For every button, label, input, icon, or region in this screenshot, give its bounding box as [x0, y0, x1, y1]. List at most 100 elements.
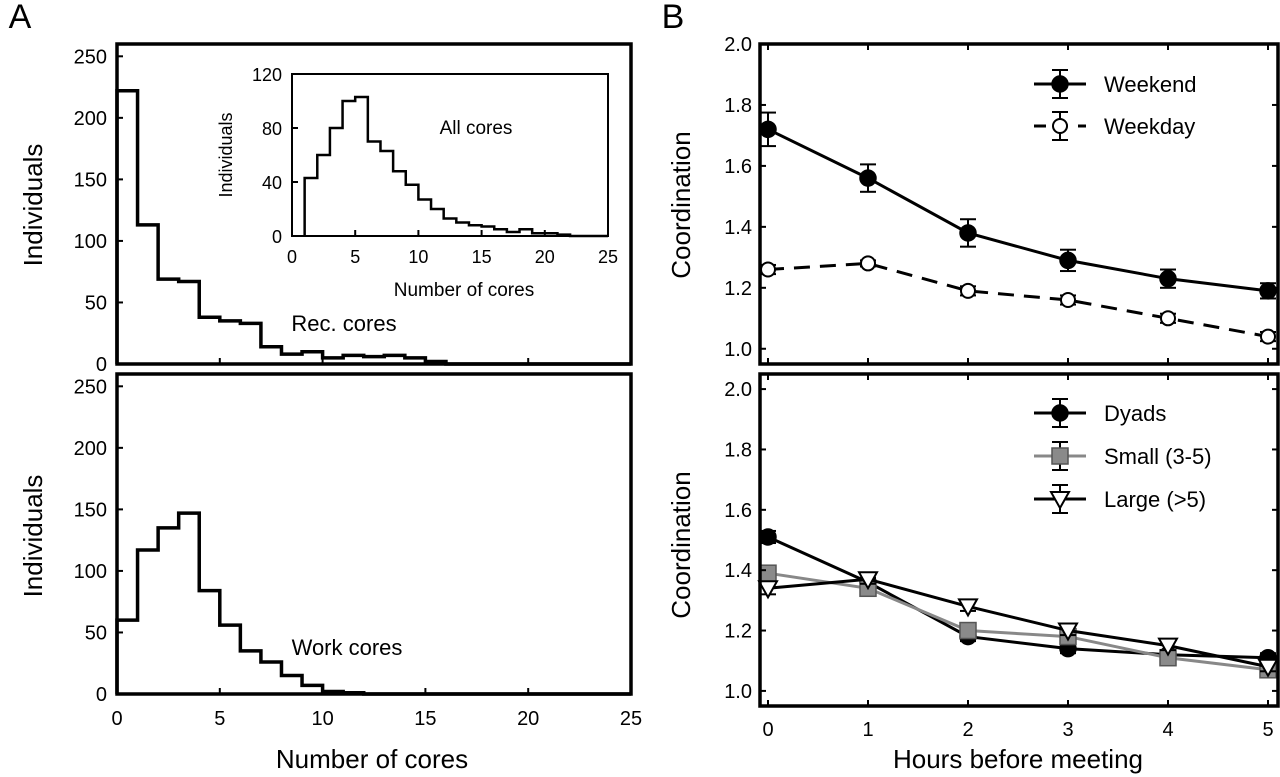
x-tick-label: 1: [862, 719, 873, 741]
y-tick-label: 250: [74, 376, 107, 398]
y-tick-label: 1.2: [724, 278, 752, 300]
data-point: [759, 564, 777, 582]
data-point: [1257, 658, 1279, 678]
y-axis-label: Individuals: [18, 144, 48, 267]
series-line-small-3-5-: [767, 571, 1269, 672]
y-tick-label: 0: [96, 354, 107, 376]
data-point: [860, 255, 876, 272]
A_bottom-plot-frame: [115, 372, 633, 696]
y-tick-label: 50: [85, 622, 107, 644]
legend-label: Large (>5): [1104, 487, 1206, 512]
legend-marker: [1049, 491, 1071, 511]
inset-title: All cores: [440, 118, 513, 139]
x-tick-label: 5: [214, 708, 225, 730]
inset-y-axis-label: Individuals: [216, 112, 236, 197]
legend-label: Small (3-5): [1104, 444, 1212, 469]
inset-background: [292, 74, 608, 236]
y-tick-label: 0: [272, 227, 282, 247]
legend-marker: [1051, 75, 1069, 93]
y-tick-label: 1.8: [724, 439, 752, 461]
data-point: [759, 120, 777, 139]
panel-letter-a: A: [9, 0, 32, 36]
data-point: [757, 580, 779, 600]
data-point: [759, 528, 777, 546]
data-point: [1159, 269, 1177, 288]
y-tick-label: 250: [74, 46, 107, 68]
data-point: [1060, 292, 1076, 308]
legend-label: Weekday: [1104, 114, 1195, 139]
B_bottom-plot-frame: [758, 372, 1280, 708]
y-tick-label: 1.6: [724, 156, 752, 178]
B_top-plot-frame: [758, 42, 1280, 366]
annotation-rec-cores: Rec. cores: [291, 311, 396, 336]
data-point: [960, 282, 976, 299]
data-point: [1160, 310, 1176, 327]
x-tick-label: 25: [598, 247, 618, 267]
y-tick-label: 100: [74, 231, 107, 253]
legend-marker: [1051, 404, 1069, 422]
y-tick-label: 150: [74, 499, 107, 521]
annotation-work-cores: Work cores: [292, 635, 403, 660]
data-point: [760, 261, 776, 278]
A_inset-histogram-steps: [303, 95, 608, 238]
data-point: [1259, 282, 1277, 300]
x-tick-label: 2: [962, 719, 973, 741]
y-axis-label: Coordination: [666, 471, 696, 618]
x-axis-label: Number of cores: [276, 744, 468, 774]
A_top-plot-frame: [115, 42, 633, 366]
y-tick-label: 100: [74, 561, 107, 583]
y-tick-label: 200: [74, 438, 107, 460]
x-tick-label: 10: [408, 247, 428, 267]
y-tick-label: 1.0: [724, 681, 752, 703]
y-tick-label: 120: [252, 65, 282, 85]
x-tick-label: 0: [287, 247, 297, 267]
series-line-weekday: [767, 261, 1269, 339]
y-tick-label: 40: [262, 173, 282, 193]
A_bottom-histogram-steps: [115, 511, 631, 696]
x-tick-label: 20: [517, 708, 539, 730]
data-point: [857, 571, 879, 591]
data-point: [1157, 637, 1179, 657]
x-tick-label: 4: [1162, 719, 1173, 741]
data-point: [1260, 328, 1276, 345]
inset-x-axis-label: Number of cores: [394, 280, 534, 301]
y-tick-label: 50: [85, 292, 107, 314]
panel-letter-b: B: [662, 0, 685, 36]
series-line-dyads: [767, 535, 1269, 660]
series-line-large-5-: [767, 577, 1269, 669]
x-axis-label: Hours before meeting: [893, 744, 1143, 774]
y-tick-label: 200: [74, 108, 107, 130]
x-tick-label: 0: [111, 708, 122, 730]
y-tick-label: 1.4: [724, 217, 752, 239]
x-tick-label: 0: [762, 719, 773, 741]
data-point: [1059, 251, 1077, 270]
series-line-weekend: [767, 127, 1269, 293]
x-tick-label: 15: [472, 247, 492, 267]
legend-marker: [1052, 118, 1068, 134]
x-tick-label: 10: [311, 708, 333, 730]
y-tick-label: 80: [262, 119, 282, 139]
y-tick-label: 1.2: [724, 621, 752, 643]
x-tick-label: 15: [414, 708, 436, 730]
y-tick-label: 2.0: [724, 379, 752, 401]
legend-marker: [1051, 447, 1069, 465]
y-tick-label: 150: [74, 169, 107, 191]
x-tick-label: 25: [620, 708, 642, 730]
y-tick-label: 1.8: [724, 95, 752, 117]
x-tick-label: 5: [1262, 719, 1273, 741]
y-axis-label: Individuals: [18, 475, 48, 598]
legend-label: Dyads: [1104, 401, 1166, 426]
y-tick-label: 1.4: [724, 560, 752, 582]
x-tick-label: 5: [350, 247, 360, 267]
data-point: [1057, 622, 1079, 642]
y-tick-label: 1.0: [724, 339, 752, 361]
y-tick-label: 2.0: [724, 34, 752, 56]
data-point: [959, 621, 977, 640]
y-tick-label: 0: [96, 684, 107, 706]
data-point: [957, 598, 979, 618]
y-tick-label: 1.6: [724, 500, 752, 522]
data-point: [959, 224, 977, 242]
data-point: [859, 169, 877, 187]
x-tick-label: 3: [1062, 719, 1073, 741]
